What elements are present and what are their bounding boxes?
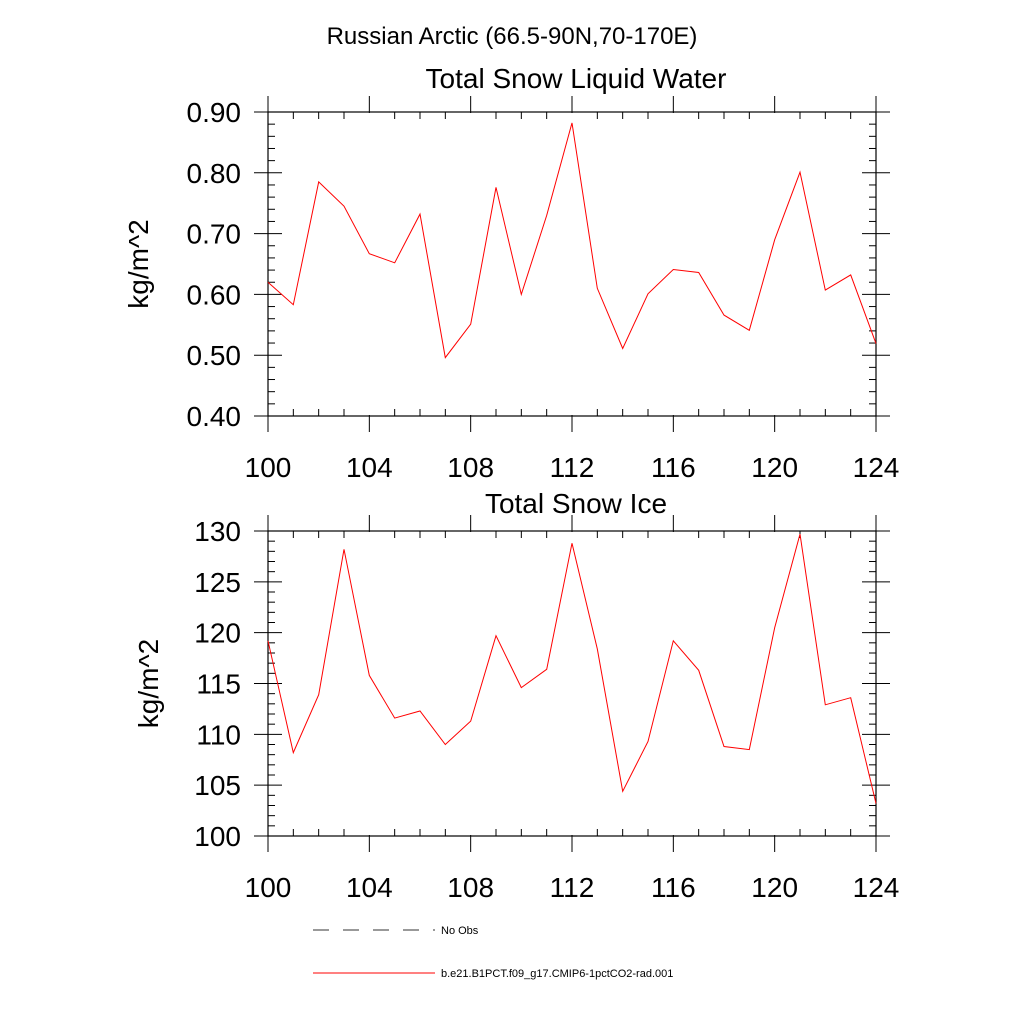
panel-1-x-tick-label: 124 [853,872,900,903]
panel-1-series-line-0 [267,533,877,804]
panel-1-y-tick-label: 115 [196,669,241,700]
panel-0-x-tick-label: 104 [346,452,393,483]
panel-1-x-tick-label: 112 [550,872,595,903]
panel-1-y-tick-label: 110 [196,719,241,750]
panel-1-title: Total Snow Ice [485,488,667,519]
panel-0-x-tick-label: 124 [853,452,900,483]
panel-1-x-tick-label: 120 [751,872,798,903]
panel-1-x-tick-label: 104 [346,872,393,903]
panel-0-plot-frame [267,111,877,417]
panel-1-y-axis-label: kg/m^2 [133,639,164,728]
figure-title: Russian Arctic (66.5-90N,70-170E) [327,23,698,50]
panel-0-y-tick-label: 0.50 [187,340,242,371]
panel-0-x-tick-label: 112 [550,452,595,483]
panel-0-y-tick-label: 0.80 [187,158,242,189]
panel-0-y-tick-label: 0.90 [187,97,242,128]
panel-1-y-tick-label: 105 [194,770,241,801]
panel-1-y-tick-label: 130 [194,516,241,547]
panel-1-y-tick-label: 120 [194,618,241,649]
panel-0-x-tick-label: 116 [651,452,696,483]
legend-label-no-obs: No Obs [441,925,479,937]
panel-0-title: Total Snow Liquid Water [426,63,727,94]
panel-snow-liquid-water: Total Snow Liquid Water 100 104 108 112 116 12… [123,63,899,483]
panel-0-y-tick-label: 0.40 [187,401,242,432]
panel-0-y-axis-label: kg/m^2 [123,219,154,308]
panel-1-plot-frame [267,530,877,837]
panel-0-series-line-0 [267,122,877,359]
panel-1-x-tick-label: 116 [651,872,696,903]
panel-0-y-tick-label: 0.70 [187,219,242,250]
panel-snow-ice: Total Snow Ice 100 104 108 112 116 120 124 100 10… [133,488,899,903]
panel-1-y-tick-label: 100 [194,821,241,852]
legend-label-model: b.e21.B1PCT.f09_g17.CMIP6-1pctCO2-rad.00… [441,968,673,980]
panel-0-x-tick-label: 120 [751,452,798,483]
legend: No Obs b.e21.B1PCT.f09_g17.CMIP6-1pctCO2… [313,925,673,980]
panel-1-y-tick-label: 125 [194,567,241,598]
panel-0-y-tick-label: 0.60 [187,279,242,310]
panel-0-x-tick-label: 100 [245,452,292,483]
panel-0-x-tick-label: 108 [447,452,494,483]
panel-1-x-tick-label: 100 [245,872,292,903]
panel-1-x-tick-label: 108 [447,872,494,903]
